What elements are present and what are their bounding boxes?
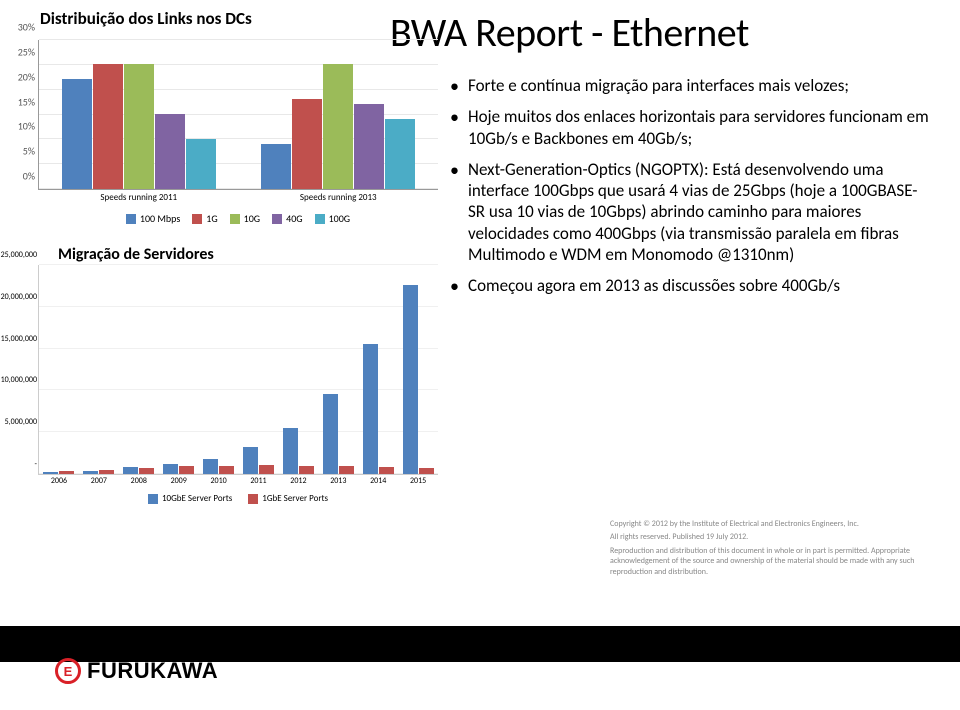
chart-bar [155,114,185,189]
logo-mark-icon: E [55,658,81,684]
legend-item: 1G [192,212,217,225]
chart-bar [339,466,354,474]
chart-bar [323,394,338,474]
bottom-chart: -5,000,00010,000,00015,000,00020,000,000… [38,265,438,525]
chart-bar [259,465,274,474]
page-title: BWA Report - Ethernet [390,8,749,57]
legend-item: 40G [272,212,302,225]
bullet-item: Começou agora em 2013 as discussões sobr… [450,275,930,296]
chart-bar [99,470,114,474]
logo-text: FURUKAWA [87,658,218,684]
subtitle-migration: Migração de Servidores [58,245,214,264]
chart-bar [123,467,138,474]
chart-bar [43,472,58,474]
legend-item: 100 Mbps [126,212,180,225]
chart-bar [139,468,154,474]
chart-bar [163,464,178,474]
chart-bar [83,471,98,474]
copyright-text: Copyright © 2012 by the Institute of Ele… [610,519,940,580]
chart-bar [219,466,234,474]
chart-bar [186,139,216,189]
chart-bar [323,64,353,189]
furukawa-logo: E FURUKAWA [55,658,218,684]
chart-bar [354,104,384,189]
chart-bar [261,144,291,189]
chart-bar [62,79,92,189]
bullet-item: Hoje muitos dos enlaces horizontais para… [450,106,930,149]
legend-item: 1GbE Server Ports [248,493,328,504]
chart-bar [243,447,258,474]
legend-item: 10G [230,212,260,225]
bullet-item: Next-Generation-Optics (NGOPTX): Está de… [450,159,930,265]
chart-bar [379,467,394,474]
legend-item: 10GbE Server Ports [148,493,232,504]
footer-band [0,626,960,662]
legend-item: 100G [315,212,351,225]
chart-bar [292,99,322,189]
chart-bar [283,428,298,474]
chart-bar [403,285,418,474]
chart-bar [203,459,218,474]
chart-bar [363,344,378,474]
chart-bar [124,64,154,189]
subtitle-distribution: Distribuição dos Links nos DCs [40,8,340,29]
chart-bar [385,119,415,189]
chart-bar [419,468,434,474]
chart-bar [59,471,74,474]
chart-bar [299,466,314,474]
chart-bar [179,466,194,474]
chart-bar [93,64,123,189]
bullet-item: Forte e contínua migração para interface… [450,75,930,96]
top-chart: 0%5%10%15%20%25%30%Speeds running 2011Sp… [38,40,438,230]
bullet-list: Forte e contínua migração para interface… [450,75,930,306]
